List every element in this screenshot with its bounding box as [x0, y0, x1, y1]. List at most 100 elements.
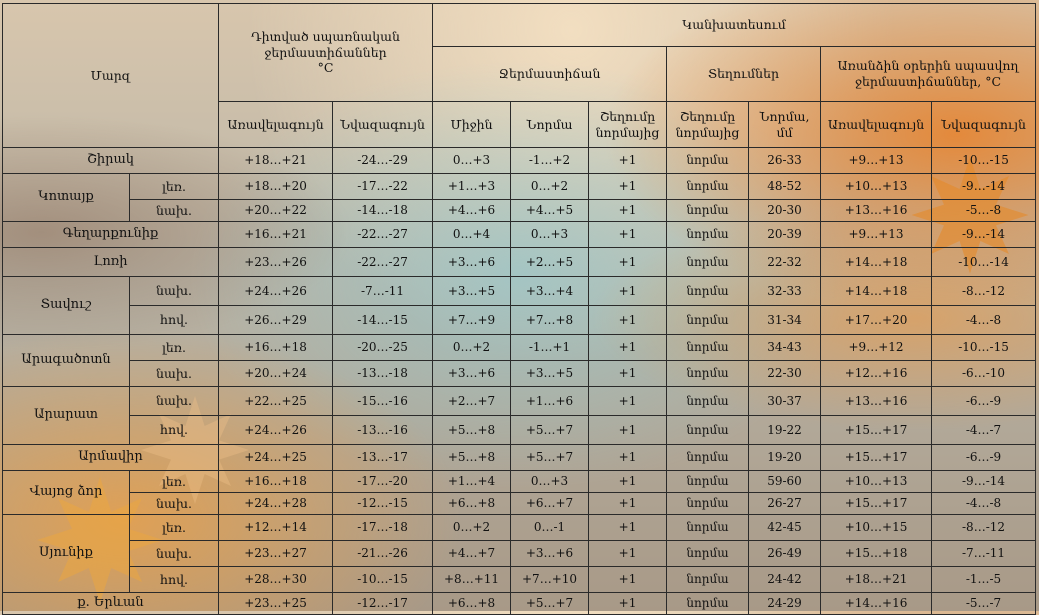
subregion: նախ.: [128, 540, 220, 567]
extreme-line-2: ջերմաստիճաններ, °C: [855, 74, 1002, 89]
extreme-min: -5…-7: [931, 592, 1037, 615]
observed-line-1: Դիտված սպառնական: [251, 29, 400, 45]
precipitation-deviation-header: Շեղումը նորմայից: [666, 101, 750, 148]
observed-min: -14…-18: [332, 199, 434, 222]
extreme-max: +13…+16: [820, 199, 933, 222]
norm-temp: 0…+3: [510, 221, 590, 248]
observed-min: -17…-18: [332, 514, 434, 541]
precip-norm: 34-43: [748, 334, 822, 361]
temp-deviation: +1: [588, 276, 668, 306]
precip-deviation: նորմա: [666, 147, 750, 174]
observed-min: -13…-16: [332, 415, 434, 445]
extreme-min: -10…-15: [931, 147, 1037, 174]
observed-min: -14…-15: [332, 305, 434, 335]
mean-temp: +5…+8: [432, 415, 512, 445]
mean-temp: +1…+3: [432, 173, 512, 200]
temperature-header: Ջերմաստիճան: [432, 46, 668, 102]
extreme-min: -9…-14: [931, 470, 1037, 493]
extreme-min: -6…-10: [931, 360, 1037, 387]
region-header: Մարզ: [1, 3, 220, 148]
table-row: Լոռի +23…+26 -22…-27 +3…+6 +2…+5 +1 նորմ…: [1, 247, 1037, 277]
temp-deviation: +1: [588, 173, 668, 200]
precip-norm: 26-49: [748, 540, 822, 567]
mean-temp: +1…+4: [432, 470, 512, 493]
precip-deviation: նորմա: [666, 221, 750, 248]
extreme-max: +18…+21: [820, 566, 933, 593]
extreme-temperatures-header: Առանձին օրերին սպասվող ջերմաստիճաններ, °…: [820, 46, 1037, 102]
precip-deviation: նորմա: [666, 305, 750, 335]
region-name: Գեղարքունիք: [1, 221, 220, 248]
subregion: լեռ.: [128, 173, 220, 200]
temp-deviation: +1: [588, 386, 668, 416]
extreme-max: +13…+16: [820, 386, 933, 416]
extreme-min: -8…-12: [931, 514, 1037, 541]
forecast-header: Կանխատեսում: [432, 3, 1037, 47]
observed-max: +24…+28: [218, 492, 334, 515]
norm-temp: +6…+7: [510, 492, 590, 515]
precip-norm: 26-27: [748, 492, 822, 515]
precip-norm: 22-30: [748, 360, 822, 387]
precip-deviation: նորմա: [666, 360, 750, 387]
precip-norm: 24-29: [748, 592, 822, 615]
precip-deviation: նորմա: [666, 566, 750, 593]
precip-deviation: նորմա: [666, 514, 750, 541]
temp-deviation: +1: [588, 247, 668, 277]
observed-min: -13…-18: [332, 360, 434, 387]
region-name: Լոռի: [1, 247, 220, 277]
observed-min: -17…-22: [332, 173, 434, 200]
observed-max: +18…+20: [218, 173, 334, 200]
extreme-min: -10…-15: [931, 334, 1037, 361]
region-name: Արագածոտն: [2, 334, 130, 387]
precip-deviation: նորմա: [666, 334, 750, 361]
observed-min: -17…-20: [332, 470, 434, 493]
observed-max: +26…+29: [218, 305, 334, 335]
extreme-min: -10…-14: [931, 247, 1037, 277]
extreme-min: -5…-8: [931, 199, 1037, 222]
mean-temp: 0…+2: [432, 514, 512, 541]
extreme-max: +15…+17: [820, 444, 933, 471]
mean-temp: +4…+7: [432, 540, 512, 567]
subregion: լեռ.: [128, 470, 220, 493]
observed-unit: °C: [317, 60, 334, 76]
observed-min-header: Նվազագույն: [332, 101, 434, 148]
precip-deviation: նորմա: [666, 386, 750, 416]
norm-temp: -1…+1: [510, 334, 590, 361]
precip-norm: 22-32: [748, 247, 822, 277]
precip-norm: 59-60: [748, 470, 822, 493]
deviation-line-2: նորմայից: [675, 124, 740, 140]
extreme-max: +10…+13: [820, 173, 933, 200]
observed-min: -20…-25: [332, 334, 434, 361]
region-name: Կոտայք: [2, 173, 130, 222]
extreme-min: -9…-14: [931, 221, 1037, 248]
deviation-line-2: նորմայից: [595, 124, 660, 140]
mean-temp: +7…+9: [432, 305, 512, 335]
mean-temp: +4…+6: [432, 199, 512, 222]
precip-norm: 30-37: [748, 386, 822, 416]
table-row: նախ. +23…+27 -21…-26 +4…+7 +3…+6 +1 նորմ…: [3, 540, 1037, 567]
deviation-line-1: Շեղումը: [599, 108, 656, 124]
extreme-max: +15…+17: [820, 492, 933, 515]
mean-temp: +5…+8: [432, 444, 512, 471]
observed-max: +23…+25: [218, 592, 334, 615]
precip-norm: 19-20: [748, 444, 822, 471]
mean-temp: +3…+6: [432, 247, 512, 277]
table-row: նախ. +20…+24 -13…-18 +3…+6 +3…+5 +1 նորմ…: [3, 360, 1037, 387]
subregion: նախ.: [128, 492, 220, 515]
observed-min: -22…-27: [332, 221, 434, 248]
table-row: Գեղարքունիք +16…+21 -22…-27 0…+4 0…+3 +1…: [1, 221, 1037, 248]
subregion: նախ.: [128, 386, 220, 416]
observed-max: +23…+27: [218, 540, 334, 567]
observed-max: +20…+22: [218, 199, 334, 222]
extreme-max: +10…+15: [820, 514, 933, 541]
table-row: Արմավիր +24…+25 -13…-17 +5…+8 +5…+7 +1 ն…: [1, 444, 1037, 471]
subregion: հով.: [128, 415, 220, 445]
norm-temp: +3…+5: [510, 360, 590, 387]
deviation-line-1: Շեղումը: [679, 108, 736, 124]
norm-temp: +5…+7: [510, 415, 590, 445]
subregion: հով.: [128, 566, 220, 593]
observed-line-2: ջերմաստիճաններ: [264, 44, 387, 60]
precip-deviation: նորմա: [666, 592, 750, 615]
precip-norm: 42-45: [748, 514, 822, 541]
subregion: նախ.: [128, 360, 220, 387]
precip-norm: 24-42: [748, 566, 822, 593]
